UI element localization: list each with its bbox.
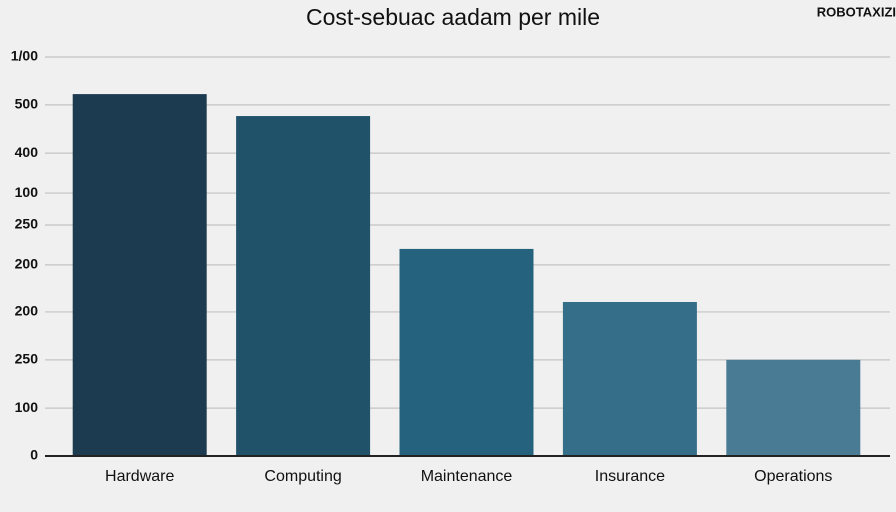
y-tick-label: 0: [30, 447, 38, 463]
y-tick-label: 200: [15, 256, 39, 272]
y-tick-label: 100: [15, 184, 39, 200]
y-tick-label: 250: [15, 216, 39, 232]
x-tick-label: Operations: [754, 468, 832, 485]
x-tick-label: Hardware: [105, 468, 174, 485]
y-tick-label: 1/00: [11, 48, 38, 64]
x-tick-label: Maintenance: [421, 468, 513, 485]
bar: [236, 116, 371, 456]
x-tick-label: Insurance: [595, 468, 665, 485]
x-tick-label: Computing: [264, 468, 341, 485]
bar: [72, 94, 207, 457]
y-tick-label: 100: [15, 399, 39, 415]
y-tick-label: 250: [15, 351, 39, 367]
chart-title: Cost-sebuac aadam per mile: [306, 4, 600, 30]
bar: [562, 301, 697, 456]
bar: [726, 359, 861, 456]
y-tick-label: 200: [15, 303, 39, 319]
bar: [399, 248, 534, 456]
chart-subtitle: ROBOTAXIZI: [817, 4, 896, 19]
y-tick-label: 500: [15, 96, 39, 112]
y-tick-label: 400: [15, 144, 39, 160]
